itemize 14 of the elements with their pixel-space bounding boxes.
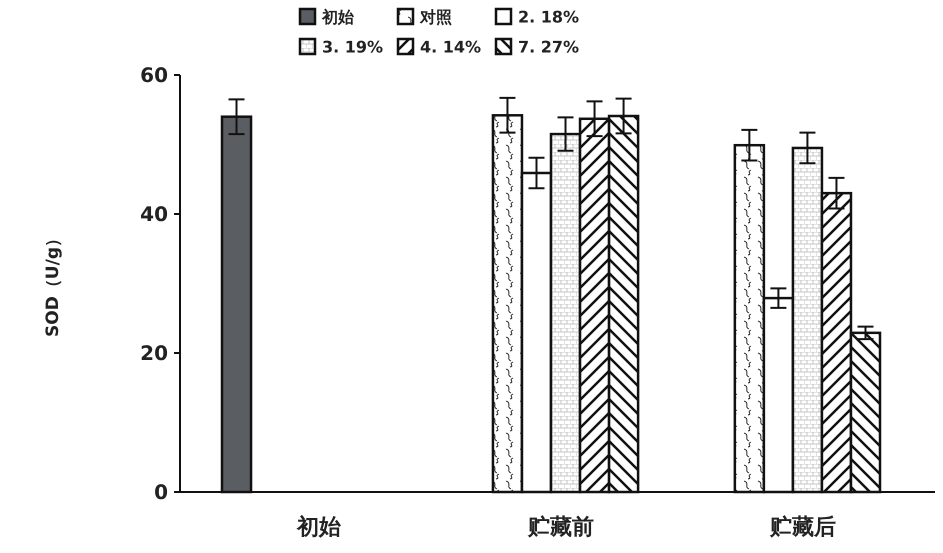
- x-tick-label: 贮藏前: [527, 515, 594, 540]
- y-tick-label: 20: [140, 341, 168, 365]
- legend-label: 初始: [321, 8, 355, 27]
- y-tick-label: 40: [140, 202, 168, 226]
- y-axis-title: SOD（U/g）: [43, 230, 63, 337]
- legend-label: 对照: [419, 8, 452, 27]
- y-tick-label: 0: [154, 480, 168, 504]
- x-tick-label: 初始: [296, 514, 342, 540]
- legend-label: 3. 19%: [322, 38, 384, 57]
- legend-label: 4. 14%: [420, 38, 482, 57]
- x-tick-label: 贮藏后: [768, 515, 836, 540]
- legend-label: 7. 27%: [518, 38, 580, 57]
- y-tick-label: 60: [140, 63, 168, 87]
- legend-label: 2. 18%: [518, 8, 580, 27]
